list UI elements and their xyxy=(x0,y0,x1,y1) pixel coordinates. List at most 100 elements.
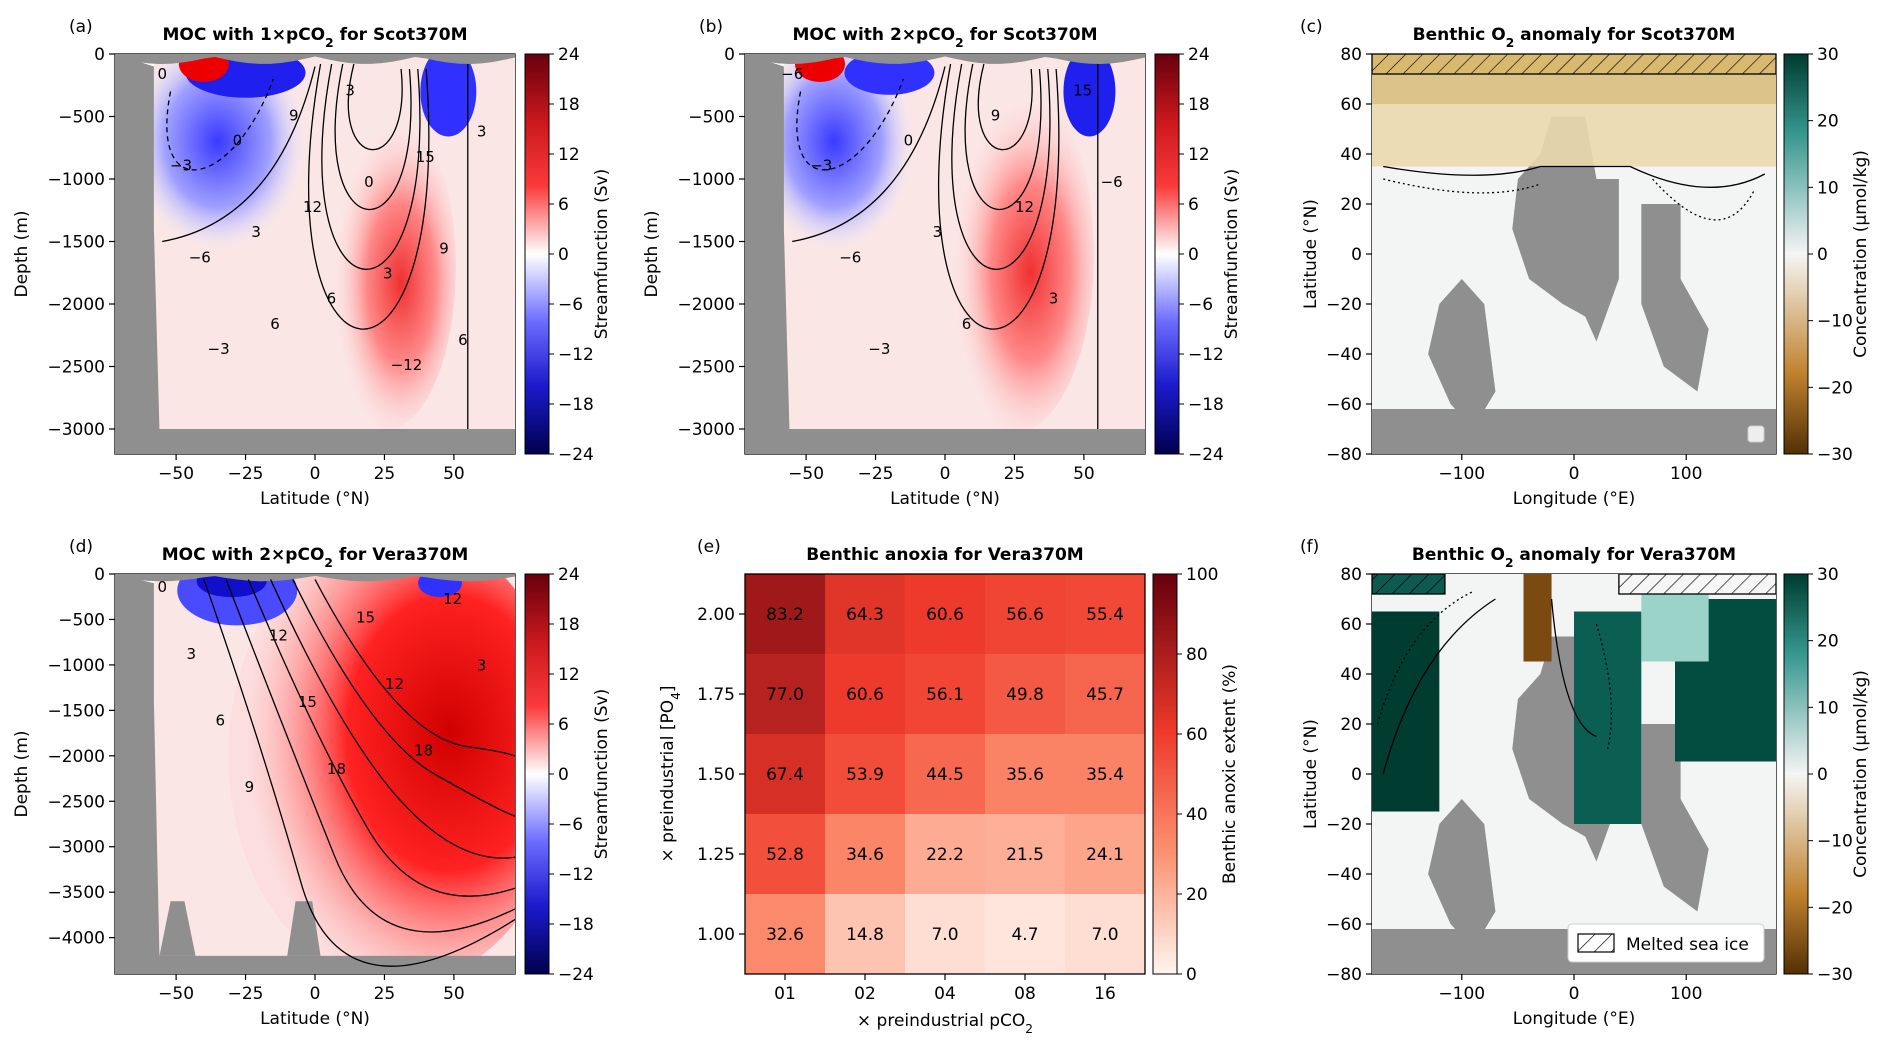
panel-f-ytick-label: −40 xyxy=(1326,865,1362,885)
panel-a-contour-label: 12 xyxy=(303,198,322,216)
panel-e-cell-label: 60.6 xyxy=(926,605,964,625)
panel-d-contour-line xyxy=(203,579,515,967)
panel-f-land-3 xyxy=(1428,799,1496,949)
panel-d-field: 0 3 6 9 12 15 18 15 12 18 12 3 xyxy=(115,574,515,974)
panel-a-xtick-label: 25 xyxy=(374,464,396,484)
panel-d-contour-label: 9 xyxy=(245,778,255,796)
panel-f-anomaly-central xyxy=(1574,611,1642,824)
panel-a-ytick-label: 0 xyxy=(94,45,105,65)
panel-e-cell xyxy=(905,814,985,894)
panel-e-cell-label: 35.6 xyxy=(1006,765,1044,785)
panel-d-colorbar-tick-label: 0 xyxy=(558,765,569,785)
panel-c-legend-box xyxy=(1747,425,1765,443)
panel-c-land-2 xyxy=(1641,204,1709,392)
panel-c-ytick-label: 20 xyxy=(1340,195,1362,215)
panel-b-contour-label: −6 xyxy=(1101,173,1123,191)
panel-f-colorbar-tick-label: 20 xyxy=(1817,632,1839,652)
panel-b-contour-line xyxy=(796,78,904,171)
panel-b-colorbar-tick-label: 6 xyxy=(1188,195,1199,215)
panel-a-panel-label: (a) xyxy=(69,17,93,37)
panel-e-cell-label: 14.8 xyxy=(846,925,884,945)
panel-e-cell xyxy=(745,894,825,974)
panel-f-contour-zero xyxy=(1382,598,1597,775)
panel-a-contour-label: 15 xyxy=(416,148,435,166)
panel-c-colorbar-label: Concentration (µmol/kg) xyxy=(1851,150,1871,358)
panel-a-ytick-label: −1000 xyxy=(47,170,105,190)
panel-d-colorbar-tick-label: 18 xyxy=(558,615,580,635)
panel-e-cell-label: 53.9 xyxy=(846,765,884,785)
panel-a-colorbar-tick-label: 18 xyxy=(558,95,580,115)
panel-f-legend: Melted sea ice xyxy=(1567,923,1765,963)
panel-a-contour-line xyxy=(334,63,412,211)
panel-d-ridge-1 xyxy=(159,901,196,956)
panel-d-ytick-label: −2000 xyxy=(47,747,105,767)
panel-a-land-south xyxy=(115,54,160,454)
panel-e-cell xyxy=(825,654,905,734)
panel-e-cell xyxy=(745,814,825,894)
panel-c-contour-dotted xyxy=(1383,178,1755,221)
panel-a-contour-label: 0 xyxy=(364,173,374,191)
panel-b-contour-label: 3 xyxy=(1049,290,1059,308)
panel-d-colorbar-tick-label: 6 xyxy=(558,715,569,735)
panel-d-ytick-label: −500 xyxy=(58,610,105,630)
panel-d-xtick-label: −50 xyxy=(158,984,194,1004)
panel-e-colorbar-tick-label: 100 xyxy=(1186,565,1218,585)
panel-c-land-3 xyxy=(1428,279,1496,429)
panel-f-ytick-label: −80 xyxy=(1326,965,1362,985)
panel-d-seafloor xyxy=(115,955,515,974)
panel-a-ytick-label: −2500 xyxy=(47,358,105,378)
panel-b-ytick-label: −1000 xyxy=(677,170,735,190)
panel-e-ytick-label: 1.75 xyxy=(697,685,735,705)
panel-a-colorbar-tick-label: 6 xyxy=(558,195,569,215)
panel-f-anomaly-light xyxy=(1641,594,1709,662)
panel-d-red-cell xyxy=(228,574,515,974)
panel-b-seafloor xyxy=(745,429,1145,454)
panel-a-colorbar-tick-label: −6 xyxy=(558,295,583,315)
panel-c-colorbar-tick-label: −10 xyxy=(1817,312,1853,332)
panel-f-melted-sea-ice-2 xyxy=(1618,574,1776,595)
panel-a-contour-label: 6 xyxy=(327,290,337,308)
panel-b-colorbar-tick-label: 0 xyxy=(1188,245,1199,265)
panel-e-cell xyxy=(905,574,985,654)
panel-f-contour-dotted xyxy=(1376,590,1613,750)
panel-c-contour-zero xyxy=(1383,165,1766,188)
panel-b-title: MOC with 2×pCO2 for Scot370M xyxy=(793,25,1098,50)
panel-a-xtick-label: 50 xyxy=(443,464,465,484)
panel-a-field: 0 −3 −6 −3 0 3 6 9 12 6 3 0 3 −12 15 9 6 3 xyxy=(115,54,515,454)
panel-c-ytick-label: 0 xyxy=(1351,245,1362,265)
panel-d-ytick-label: −1000 xyxy=(47,656,105,676)
panel-a-contour-line xyxy=(166,78,274,171)
panel-b-contour-label: 12 xyxy=(1015,198,1034,216)
panel-d-colorbar-tick-label: −12 xyxy=(558,865,594,885)
panel-b-contour-line xyxy=(951,63,1051,270)
panel-e-colorbar-tick-label: 60 xyxy=(1186,725,1208,745)
panel-d-ridge-2 xyxy=(287,901,321,956)
panel-b-xtick-label: 0 xyxy=(940,464,951,484)
panel-c-field xyxy=(1372,54,1776,454)
panel-e-cell-label: 49.8 xyxy=(1006,685,1044,705)
panel-d-ytick-label: 0 xyxy=(94,565,105,585)
panel-a-seafloor xyxy=(115,429,515,454)
panel-f-colorbar-tick-label: 30 xyxy=(1817,565,1839,585)
panel-d-ytick-label: −4000 xyxy=(47,929,105,949)
panel-e-ytick-label: 1.00 xyxy=(697,925,735,945)
panel-b-colorbar xyxy=(1154,53,1180,455)
panel-e-cell xyxy=(745,654,825,734)
panel-c-colorbar-tick-label: 20 xyxy=(1817,112,1839,132)
panel-a-contour-label: −3 xyxy=(208,340,230,358)
panel-a-colorbar-tick-label: −24 xyxy=(558,445,594,465)
panel-d-colorbar-tick-label: 24 xyxy=(558,565,580,585)
panel-d-contour-line xyxy=(292,579,515,817)
panel-b-contour-label: 15 xyxy=(1073,81,1092,99)
panel-a-blue-cell xyxy=(129,54,307,252)
panel-e-xlabel: × preindustrial pCO2 xyxy=(857,1011,1033,1036)
panel-e-cell-label: 32.6 xyxy=(766,925,804,945)
panel-a-contour-label: 9 xyxy=(289,106,299,124)
panel-e-cell-label: 7.0 xyxy=(931,925,958,945)
panel-e-cell-label: 60.6 xyxy=(846,685,884,705)
panel-a-red-cell xyxy=(318,104,456,429)
panel-e-cell xyxy=(745,574,825,654)
panel-d-contour-label: 12 xyxy=(385,675,404,693)
